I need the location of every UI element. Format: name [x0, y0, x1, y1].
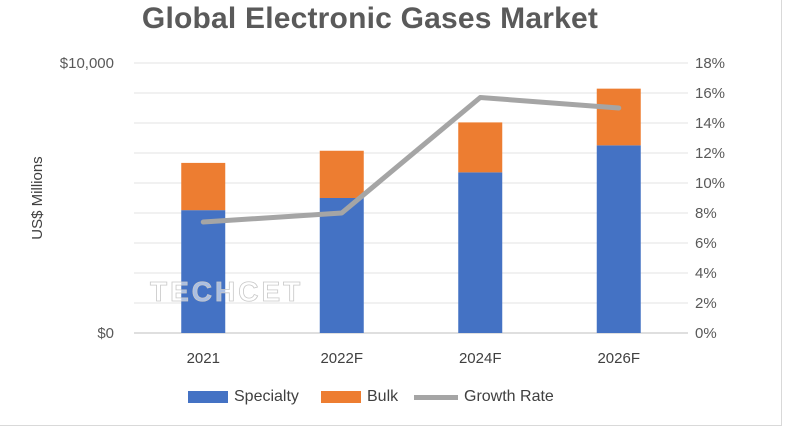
frame-border-right: [781, 0, 782, 425]
y-right-tick-label: 6%: [695, 235, 717, 252]
legend-item-specialty: Specialty: [188, 388, 299, 406]
y-right-tick-label: 8%: [695, 205, 717, 222]
bar-specialty: [319, 198, 364, 333]
bar-bulk: [458, 122, 503, 173]
y-right-tick-label: 4%: [695, 265, 717, 282]
line-growth-rate: [200, 95, 622, 225]
legend-swatch-bulk: [321, 391, 361, 403]
y-left-tick-label: $10,000: [60, 55, 114, 72]
watermark-logo: TECHCET: [150, 276, 303, 307]
y-right-tick-label: 12%: [695, 145, 725, 162]
chart-legend: Specialty Bulk Growth Rate: [0, 388, 792, 410]
y-right-tick-label: 18%: [695, 55, 725, 72]
legend-item-bulk: Bulk: [321, 388, 398, 406]
frame-border-bottom: [0, 425, 782, 426]
chart-title: Global Electronic Gases Market: [141, 2, 599, 35]
legend-line-growth-rate: [414, 394, 458, 400]
x-tick-label: 2021: [187, 350, 220, 367]
y-right-tick-label: 2%: [695, 295, 717, 312]
y-right-tick-label: 16%: [695, 85, 725, 102]
bar-bulk: [596, 88, 641, 146]
y-right-tick-label: 10%: [695, 175, 725, 192]
legend-swatch-specialty: [188, 391, 228, 403]
legend-label-growth-rate: Growth Rate: [464, 388, 554, 405]
y-axis-label: US$ Millions: [29, 156, 46, 239]
bar-bulk: [181, 162, 226, 211]
legend-label-bulk: Bulk: [367, 388, 399, 405]
bar-specialty: [596, 145, 641, 333]
bar-bulk: [319, 150, 364, 198]
bar-specialty: [458, 172, 503, 333]
y-right-tick-label: 14%: [695, 115, 725, 132]
y-right-tick-label: 0%: [695, 325, 717, 342]
bar-specialty: [181, 210, 226, 333]
y-left-tick-label: $0: [97, 325, 114, 342]
legend-item-growth-rate: Growth Rate: [414, 388, 554, 406]
x-tick-label: 2022F: [320, 350, 363, 367]
x-tick-label: 2026F: [597, 350, 640, 367]
legend-label-specialty: Specialty: [234, 388, 299, 405]
x-tick-label: 2024F: [459, 350, 502, 367]
